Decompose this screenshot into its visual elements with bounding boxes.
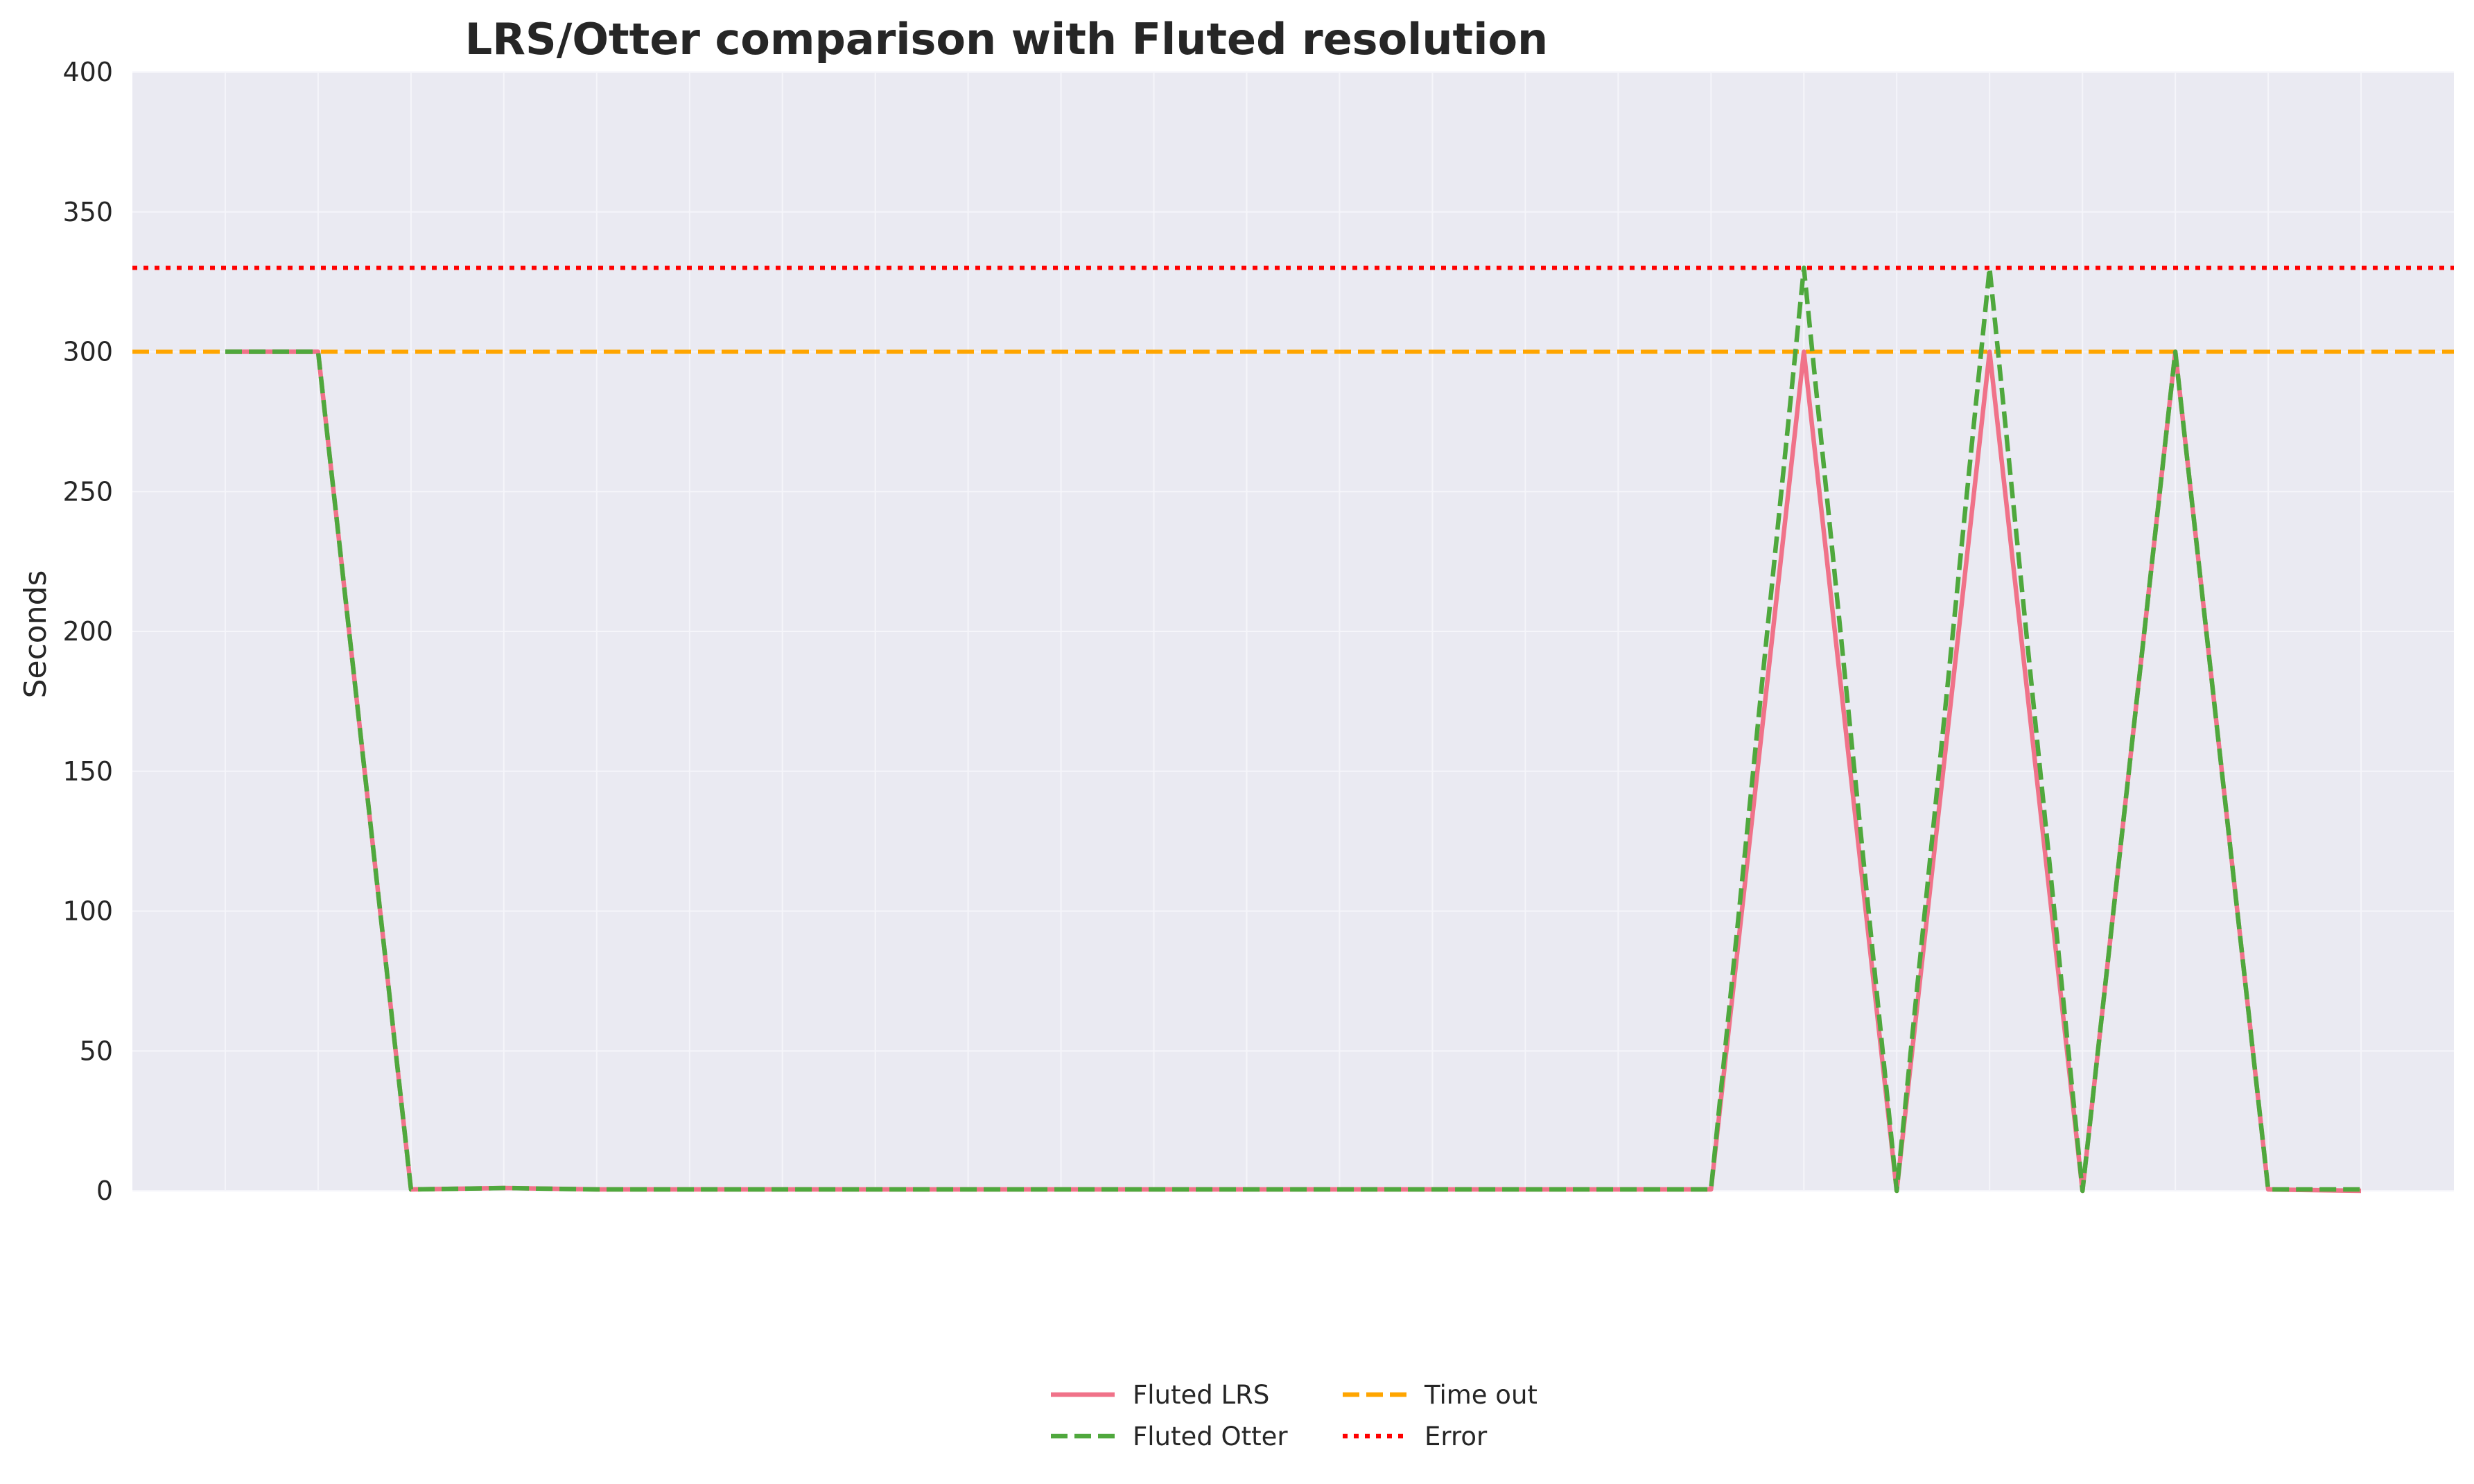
y-axis-label: Seconds <box>18 570 53 699</box>
y-tick-label: 300 <box>62 337 113 367</box>
legend-label: Fluted Otter <box>1133 1422 1288 1451</box>
y-tick-label: 150 <box>62 756 113 787</box>
legend-label: Error <box>1425 1422 1488 1451</box>
legend-label: Fluted LRS <box>1133 1380 1269 1410</box>
series-lines <box>225 265 2362 1194</box>
y-tick-label: 350 <box>62 197 113 227</box>
y-tick-label: 250 <box>62 476 113 507</box>
y-tick-label: 50 <box>80 1036 113 1066</box>
series-line-fluted-otter <box>225 265 2361 1194</box>
legend-label: Time out <box>1424 1380 1537 1410</box>
y-tick-label: 0 <box>96 1176 113 1206</box>
y-tick-label: 400 <box>62 57 113 87</box>
y-tick-label: 200 <box>62 616 113 647</box>
legend: Fluted LRS Fluted Otter Time out Error <box>1051 1380 1537 1451</box>
chart-title: LRS/Otter comparison with Fluted resolut… <box>465 14 1548 64</box>
y-tick-label: 100 <box>62 896 113 927</box>
y-axis-ticks: 0 50 100 150 200 250 300 350 400 <box>62 57 113 1206</box>
reference-lines <box>132 265 2454 354</box>
